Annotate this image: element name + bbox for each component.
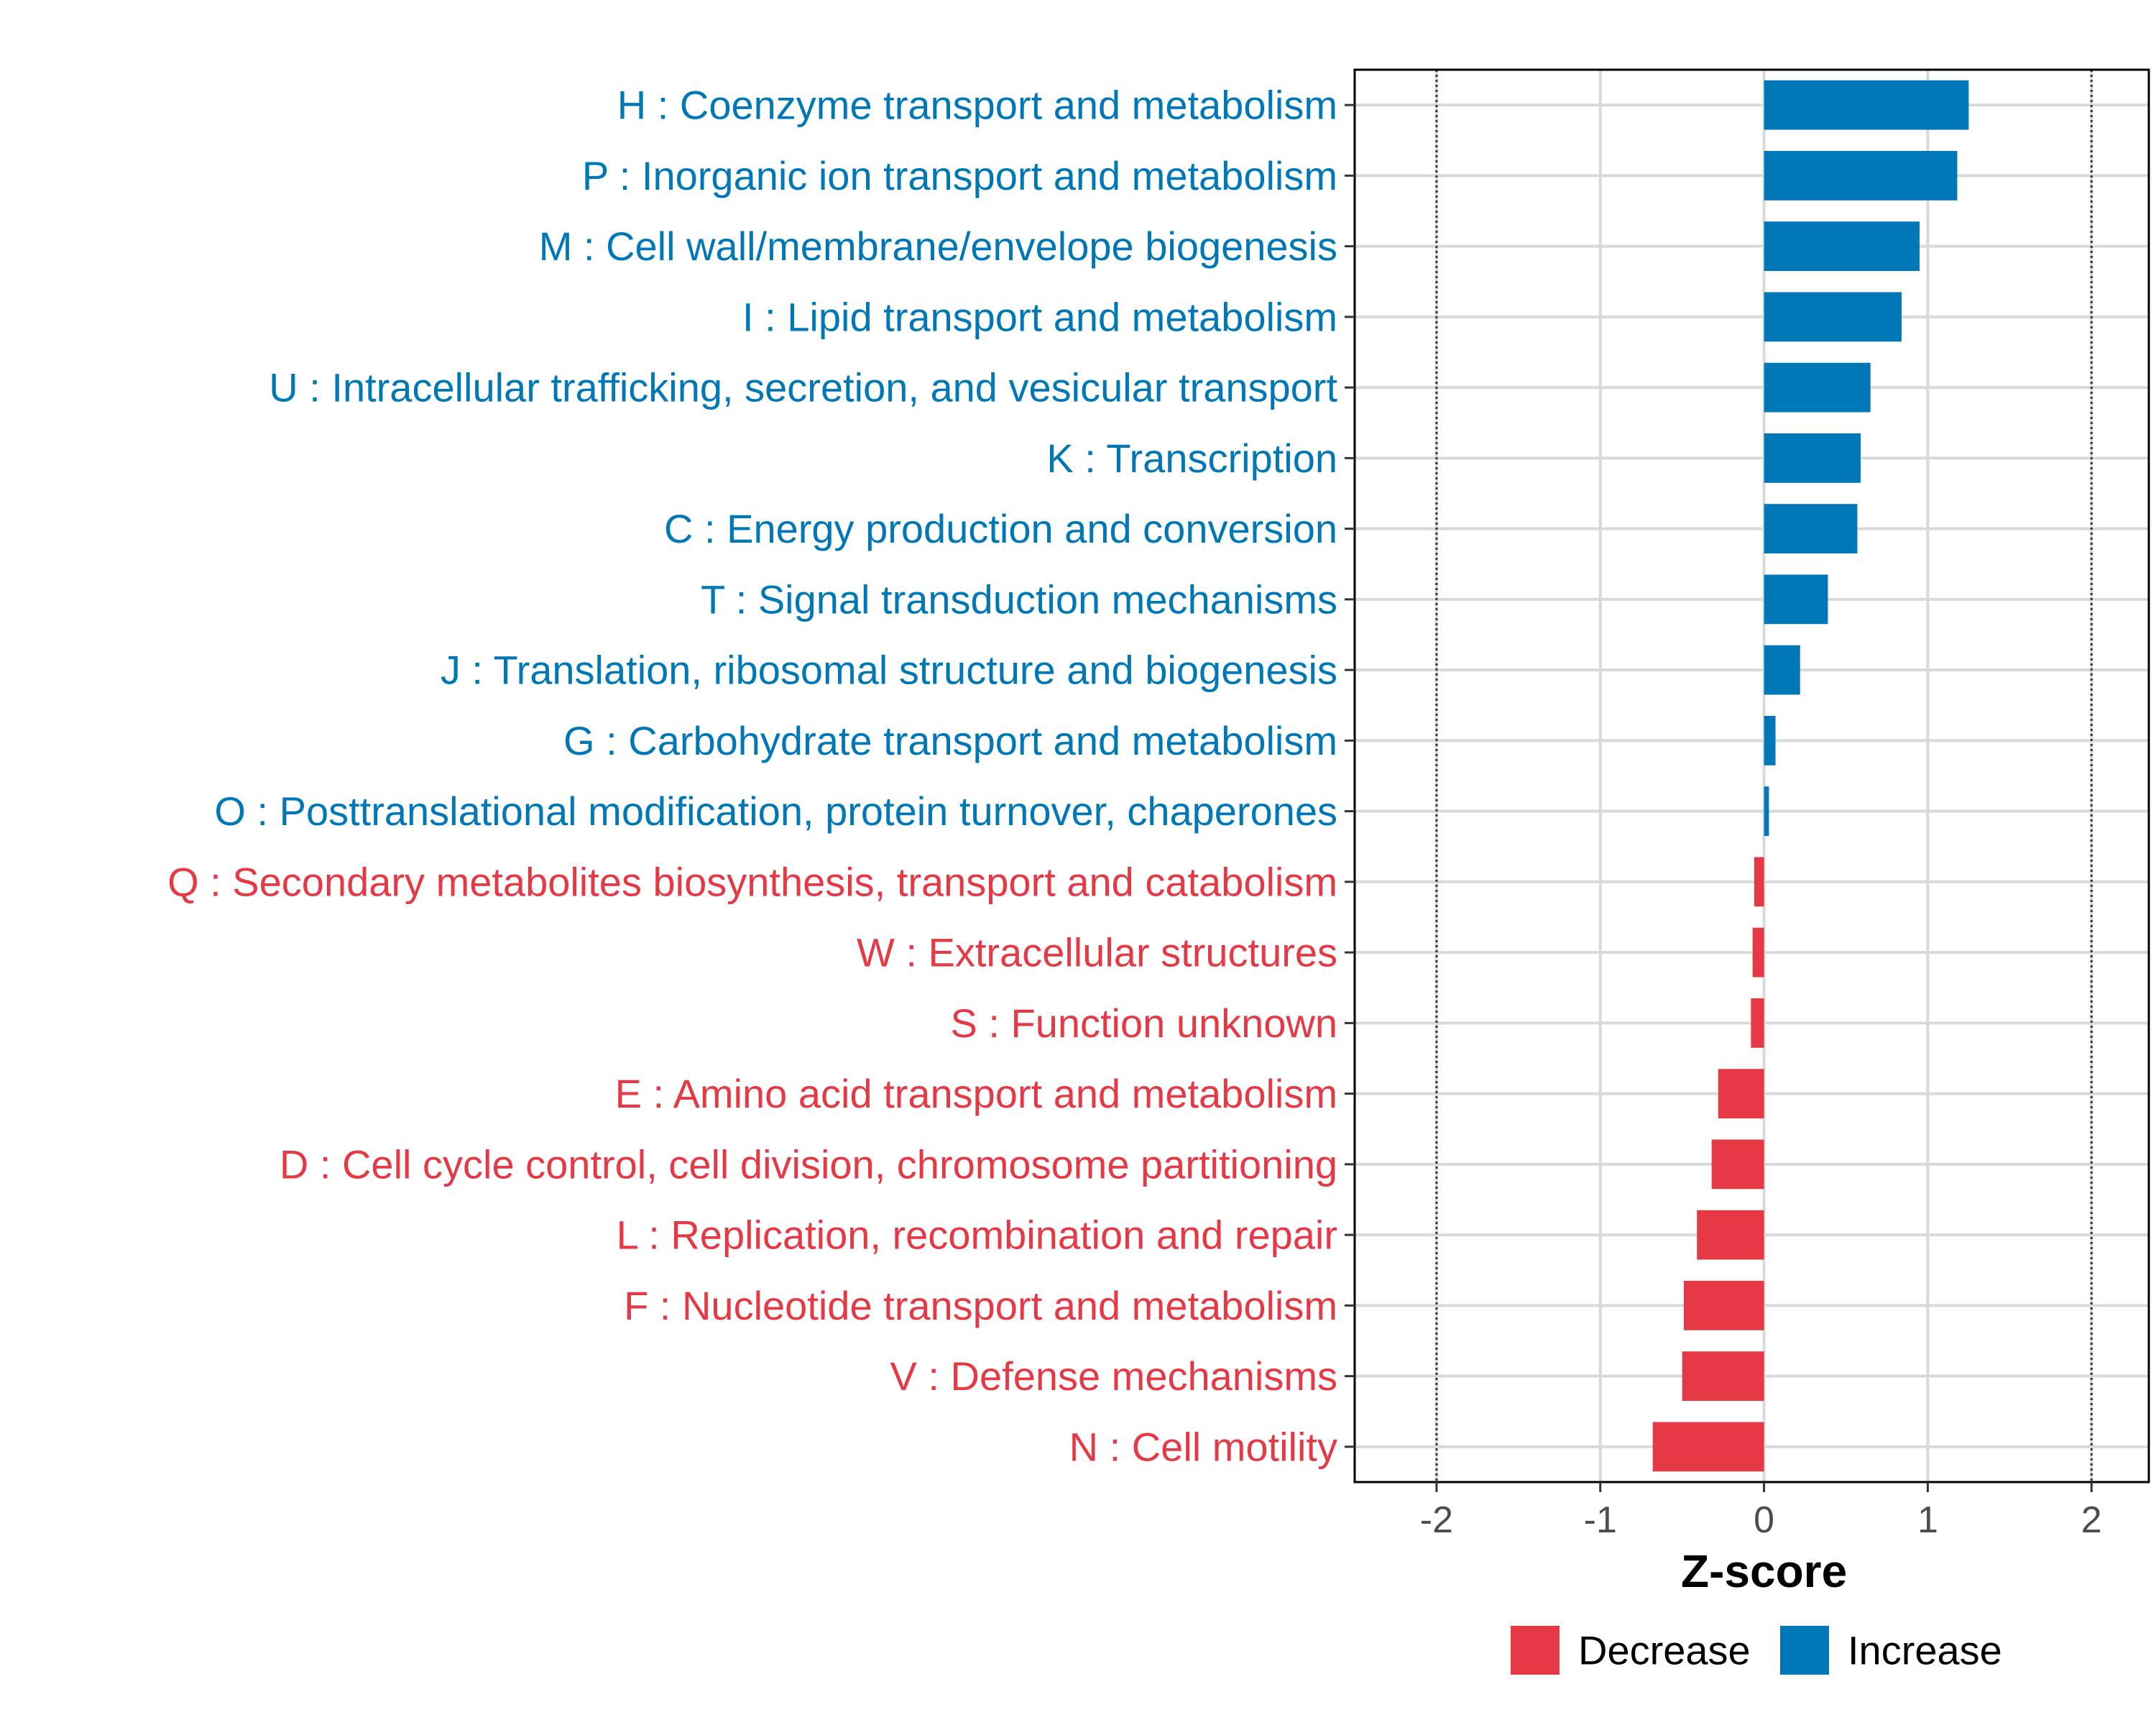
x-tick-label: 2	[2081, 1499, 2102, 1541]
plot-panel-border	[1353, 68, 2150, 1484]
category-label: J : Translation, ribosomal structure and…	[441, 648, 1337, 693]
legend-swatch	[1511, 1626, 1560, 1675]
x-tick-label: 0	[1754, 1499, 1774, 1541]
category-label: F : Nucleotide transport and metabolism	[624, 1283, 1337, 1328]
bar	[1652, 1422, 1764, 1472]
bar	[1682, 1351, 1764, 1402]
category-label: U : Intracellular trafficking, secretion…	[269, 365, 1337, 410]
bar	[1751, 998, 1764, 1048]
bar	[1718, 1069, 1764, 1119]
x-tick-label: -1	[1584, 1499, 1617, 1541]
bar	[1764, 574, 1828, 625]
y-axis: H : Coenzyme transport and metabolism P :…	[167, 83, 1355, 1469]
category-label: T : Signal transduction mechanisms	[701, 576, 1337, 622]
category-label: Q : Secondary metabolites biosynthesis, …	[167, 859, 1337, 904]
bar	[1764, 504, 1858, 554]
bar	[1697, 1210, 1764, 1260]
bar	[1711, 1139, 1764, 1190]
bar	[1752, 927, 1764, 978]
category-label: G : Carbohydrate transport and metabolis…	[563, 718, 1337, 763]
bars	[1652, 80, 1969, 1472]
category-label: V : Defense mechanisms	[890, 1353, 1337, 1399]
bar	[1764, 645, 1800, 695]
category-label: M : Cell wall/membrane/envelope biogenes…	[539, 224, 1337, 269]
bar	[1764, 150, 1958, 201]
legend-swatch	[1780, 1626, 1829, 1675]
bar	[1764, 292, 1902, 342]
bar	[1764, 786, 1769, 837]
category-label: I : Lipid transport and metabolism	[742, 294, 1337, 339]
bar	[1764, 715, 1776, 765]
category-label: O : Posttranslational modification, prot…	[214, 788, 1337, 834]
bar	[1764, 362, 1871, 413]
bar	[1764, 80, 1969, 130]
reference-lines	[1435, 70, 2093, 1482]
category-label: S : Function unknown	[950, 1000, 1337, 1046]
legend-label: Increase	[1848, 1628, 2002, 1673]
category-label: L : Replication, recombination and repai…	[617, 1213, 1337, 1258]
category-label: K : Transcription	[1046, 436, 1337, 481]
category-label: C : Energy production and conversion	[664, 506, 1337, 551]
category-label: D : Cell cycle control, cell division, c…	[280, 1141, 1337, 1187]
x-tick-label: 1	[1917, 1499, 1938, 1541]
bar	[1683, 1280, 1764, 1330]
x-axis: -2 -1 0 1 2	[1420, 1482, 2102, 1541]
category-label: H : Coenzyme transport and metabolism	[617, 83, 1337, 128]
legend-label: Decrease	[1578, 1628, 1751, 1673]
bar	[1764, 221, 1920, 272]
category-label: W : Extracellular structures	[857, 930, 1337, 975]
legend: Decrease Increase	[1511, 1626, 2002, 1675]
bar	[1754, 857, 1764, 907]
category-label: P : Inorganic ion transport and metaboli…	[582, 153, 1337, 198]
bar	[1764, 433, 1861, 483]
category-label: N : Cell motility	[1069, 1424, 1337, 1469]
x-tick-label: -2	[1420, 1499, 1453, 1541]
category-label: E : Amino acid transport and metabolism	[615, 1071, 1337, 1116]
x-axis-title: Z-score	[1681, 1545, 1847, 1597]
